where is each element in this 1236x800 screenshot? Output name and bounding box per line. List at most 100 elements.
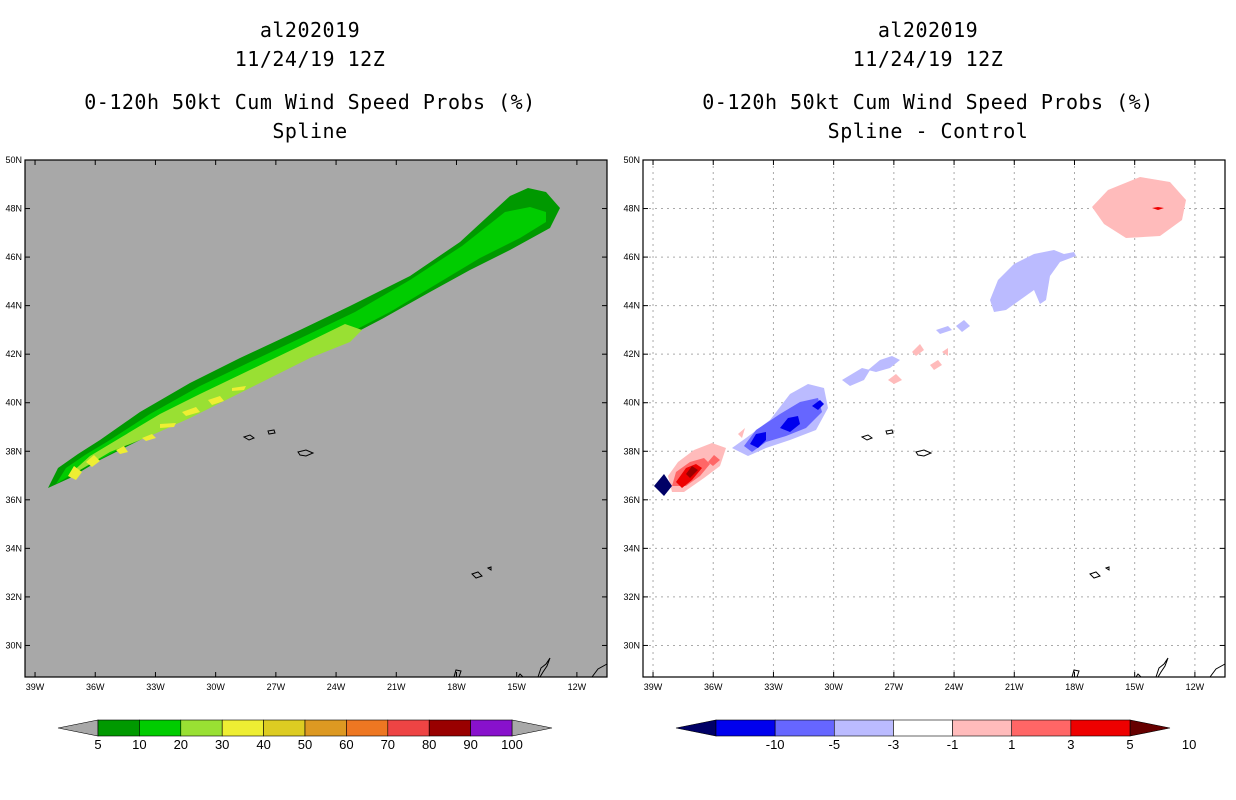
colorbar-label: 30: [215, 737, 229, 752]
lat-label: 34N: [623, 543, 640, 553]
lat-label: 48N: [623, 204, 640, 214]
colorbar-label: 80: [422, 737, 436, 752]
colorbar-label: -3: [888, 737, 900, 752]
lon-label: 18W: [1065, 682, 1084, 692]
colorbar-low-end: [675, 719, 717, 737]
colorbar-label: 20: [174, 737, 188, 752]
lat-label: 44N: [623, 301, 640, 311]
colorbar-swatch: [1011, 719, 1072, 737]
lon-label: 12W: [1186, 682, 1205, 692]
colorbar-swatch: [263, 719, 306, 737]
left-map: 39W 36W 33W 30W 27W 24W 21W 18W 15W 12W 30N 32N 34N 3…: [5, 155, 608, 692]
colorbar-swatch: [387, 719, 430, 737]
lat-label: 50N: [623, 155, 640, 165]
left-coastlines: [242, 429, 608, 678]
right-diff-positive: [668, 177, 1186, 492]
colorbar-swatch: [304, 719, 347, 737]
colorbar-label: 100: [501, 737, 523, 752]
colorbar-swatch: [774, 719, 835, 737]
colorbar-label: 1: [1008, 737, 1015, 752]
lon-label: 30W: [206, 682, 225, 692]
lat-label: 44N: [5, 301, 22, 311]
colorbar-label: 40: [256, 737, 270, 752]
lat-label: 30N: [5, 640, 22, 650]
lat-label: 36N: [623, 495, 640, 505]
lat-label: 36N: [5, 495, 22, 505]
colorbar-swatch: [221, 719, 264, 737]
colorbar-label: -1: [947, 737, 959, 752]
right-subtitle: Spline - Control: [827, 119, 1029, 143]
lon-label: 36W: [704, 682, 723, 692]
colorbar-label: 3: [1067, 737, 1074, 752]
lon-label: 18W: [447, 682, 466, 692]
right-diff-negative: [654, 250, 1076, 496]
colorbar-swatch: [1070, 719, 1131, 737]
lon-label: 39W: [26, 682, 45, 692]
lon-label: 27W: [885, 682, 904, 692]
colorbar-swatch: [97, 719, 140, 737]
lon-label: 21W: [1005, 682, 1024, 692]
lat-label: 48N: [5, 204, 22, 214]
left-product-title: 0-120h 50kt Cum Wind Speed Probs (%): [84, 90, 536, 114]
colorbar-label: 5: [94, 737, 101, 752]
colorbar-high-end: [1129, 719, 1171, 737]
right-product-title: 0-120h 50kt Cum Wind Speed Probs (%): [702, 90, 1154, 114]
lat-label: 42N: [623, 349, 640, 359]
lat-label: 38N: [5, 446, 22, 456]
colorbar-swatch: [715, 719, 776, 737]
lat-label: 38N: [623, 446, 640, 456]
left-map-frame: [24, 159, 608, 678]
colorbar-label: 10: [132, 737, 146, 752]
right-coastlines: [860, 429, 1226, 678]
lat-label: 32N: [5, 592, 22, 602]
lat-label: 46N: [623, 252, 640, 262]
colorbar-high-end: [511, 719, 553, 737]
colorbar-swatch: [180, 719, 223, 737]
lon-label: 15W: [1125, 682, 1144, 692]
right-map: 39W 36W 33W 30W 27W 24W 21W 18W 15W 12W 30N 32N 34N 3…: [623, 155, 1226, 692]
lon-label: 30W: [824, 682, 843, 692]
lon-label: 39W: [644, 682, 663, 692]
lon-label: 21W: [387, 682, 406, 692]
lat-label: 32N: [623, 592, 640, 602]
lon-label: 27W: [267, 682, 286, 692]
colorbar-probability: 5 10 20 30 40 50 60 70 80 90 100: [57, 719, 553, 752]
lat-label: 50N: [5, 155, 22, 165]
colorbar-difference: -10 -5 -3 -1 1 3 5 10: [675, 719, 1196, 752]
colorbar-label: 60: [339, 737, 353, 752]
right-map-frame: [642, 159, 1226, 678]
lon-label: 24W: [945, 682, 964, 692]
colorbar-label: 10: [1182, 737, 1196, 752]
left-subtitle: Spline: [272, 119, 348, 143]
colorbar-low-end: [57, 719, 99, 737]
left-axis-ticks: 39W 36W 33W 30W 27W 24W 21W 18W 15W 12W 30N 32N 34N 3…: [5, 155, 607, 692]
right-gridlines: [643, 159, 1225, 677]
lon-label: 15W: [507, 682, 526, 692]
colorbar-swatch: [833, 719, 894, 737]
right-datetime: 11/24/19 12Z: [852, 47, 1004, 71]
lon-label: 33W: [764, 682, 783, 692]
left-storm-id: al202019: [259, 18, 361, 42]
left-swath-30pct: [68, 386, 246, 480]
left-datetime: 11/24/19 12Z: [234, 47, 386, 71]
colorbar-swatch: [470, 719, 513, 737]
lon-label: 36W: [86, 682, 105, 692]
colorbar-swatch: [139, 719, 182, 737]
right-axis-ticks: 39W 36W 33W 30W 27W 24W 21W 18W 15W 12W 30N 32N 34N 3…: [623, 155, 1225, 692]
lon-label: 24W: [327, 682, 346, 692]
lon-label: 12W: [568, 682, 587, 692]
colorbar-swatch: [952, 719, 1013, 737]
colorbar-label: 90: [463, 737, 477, 752]
colorbar-label: -10: [766, 737, 785, 752]
lat-label: 34N: [5, 543, 22, 553]
lat-label: 42N: [5, 349, 22, 359]
lat-label: 40N: [5, 398, 22, 408]
lat-label: 40N: [623, 398, 640, 408]
right-map-background: [643, 160, 1225, 677]
colorbar-swatch: [893, 719, 953, 737]
colorbar-swatch: [428, 719, 471, 737]
colorbar-label: 70: [381, 737, 395, 752]
lat-label: 30N: [623, 640, 640, 650]
colorbar-swatch: [346, 719, 389, 737]
